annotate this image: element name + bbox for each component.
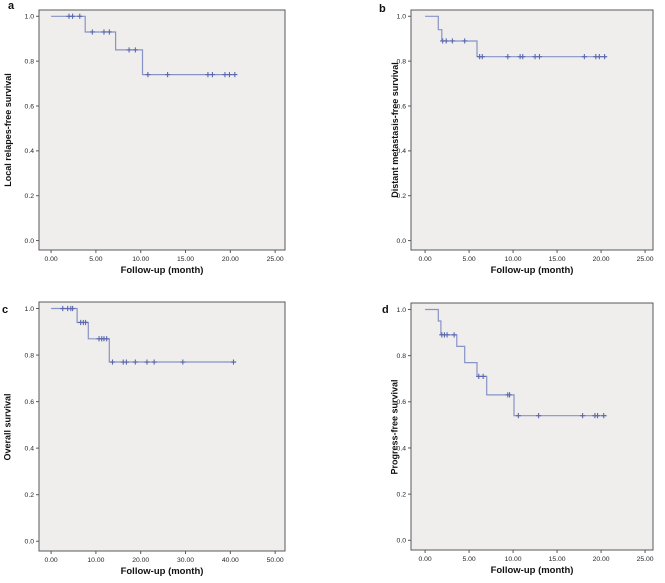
svg-text:0.8: 0.8	[25, 58, 35, 65]
svg-text:0.0: 0.0	[397, 538, 407, 545]
panel-b-label: b	[379, 3, 386, 15]
svg-text:0.2: 0.2	[397, 491, 407, 498]
svg-text:0.6: 0.6	[397, 399, 407, 406]
svg-text:0.2: 0.2	[397, 193, 407, 200]
svg-text:0.8: 0.8	[397, 353, 407, 360]
svg-text:10.00: 10.00	[505, 556, 522, 563]
svg-text:0.00: 0.00	[44, 557, 57, 564]
svg-text:15.00: 15.00	[177, 256, 194, 263]
svg-text:1.0: 1.0	[25, 14, 35, 21]
panel-d: d Progress-free survival 0.00 5.00 10.00 15…	[333, 291, 665, 583]
svg-text:0.0: 0.0	[397, 238, 407, 245]
panel-c-x-axis-title: Follow-up (month)	[120, 566, 204, 577]
svg-text:20.00: 20.00	[132, 557, 149, 564]
svg-text:15.00: 15.00	[549, 256, 566, 263]
svg-text:0.00: 0.00	[418, 256, 431, 263]
svg-text:15.00: 15.00	[549, 556, 566, 563]
svg-text:1.0: 1.0	[397, 307, 407, 314]
svg-text:0.2: 0.2	[25, 193, 35, 200]
svg-text:0.4: 0.4	[397, 445, 407, 452]
svg-text:20.00: 20.00	[593, 556, 610, 563]
svg-text:0.00: 0.00	[418, 556, 431, 563]
panel-a-km-plot: 0.00 5.00 10.00 15.00 20.00 25.00 0.0 0.2 0.4 0.6…	[25, 9, 286, 263]
svg-text:10.00: 10.00	[87, 557, 104, 564]
panel-d-label: d	[382, 304, 389, 316]
svg-text:0.6: 0.6	[25, 103, 35, 110]
svg-text:0.00: 0.00	[44, 256, 57, 263]
svg-text:0.0: 0.0	[25, 539, 35, 546]
panel-b-x-axis-title: Follow-up (month)	[490, 265, 574, 276]
svg-text:5.00: 5.00	[89, 256, 102, 263]
svg-text:10.00: 10.00	[132, 256, 149, 263]
svg-text:10.00: 10.00	[505, 256, 522, 263]
svg-text:25.00: 25.00	[637, 556, 654, 563]
svg-text:0.6: 0.6	[25, 399, 35, 406]
svg-text:1.0: 1.0	[25, 306, 35, 313]
svg-text:25.00: 25.00	[267, 256, 284, 263]
panel-d-km-plot: 0.00 5.00 10.00 15.00 20.00 25.00 0.0 0.2 0.4 0.6…	[397, 302, 654, 563]
svg-text:0.2: 0.2	[25, 492, 35, 499]
svg-text:40.00: 40.00	[222, 557, 239, 564]
panel-c-label: c	[2, 304, 9, 316]
svg-text:25.00: 25.00	[637, 256, 654, 263]
svg-text:0.8: 0.8	[25, 352, 35, 359]
svg-text:1.0: 1.0	[397, 14, 407, 21]
panel-d-x-axis-title: Follow-up (month)	[490, 565, 574, 576]
panel-b: b Distant metastasis-free survival 0.00 5…	[333, 0, 665, 291]
svg-text:0.6: 0.6	[397, 103, 407, 110]
svg-text:0.4: 0.4	[25, 445, 35, 452]
svg-text:0.4: 0.4	[25, 148, 35, 155]
svg-text:5.00: 5.00	[462, 256, 475, 263]
svg-text:0.4: 0.4	[397, 148, 407, 155]
svg-text:0.0: 0.0	[25, 238, 35, 245]
panel-a: a Local relapes-free survival 0.00 5.00 10…	[0, 0, 332, 291]
panel-b-km-plot: 0.00 5.00 10.00 15.00 20.00 25.00 0.0 0.2 0.4 0.6…	[397, 9, 654, 263]
svg-text:5.00: 5.00	[462, 556, 475, 563]
panel-a-x-axis-title: Follow-up (month)	[120, 265, 204, 276]
svg-text:20.00: 20.00	[222, 256, 239, 263]
svg-text:50.00: 50.00	[267, 557, 284, 564]
svg-text:20.00: 20.00	[593, 256, 610, 263]
svg-text:0.8: 0.8	[397, 58, 407, 65]
panel-c: c Overall survival 0.00 10.00 20.00 30.00 40…	[0, 291, 332, 583]
panel-c-km-plot: 0.00 10.00 20.00 30.00 40.00 50.00 0.0 0.2 0.4 0.…	[25, 301, 286, 564]
svg-text:30.00: 30.00	[177, 557, 194, 564]
panel-a-label: a	[8, 0, 15, 12]
